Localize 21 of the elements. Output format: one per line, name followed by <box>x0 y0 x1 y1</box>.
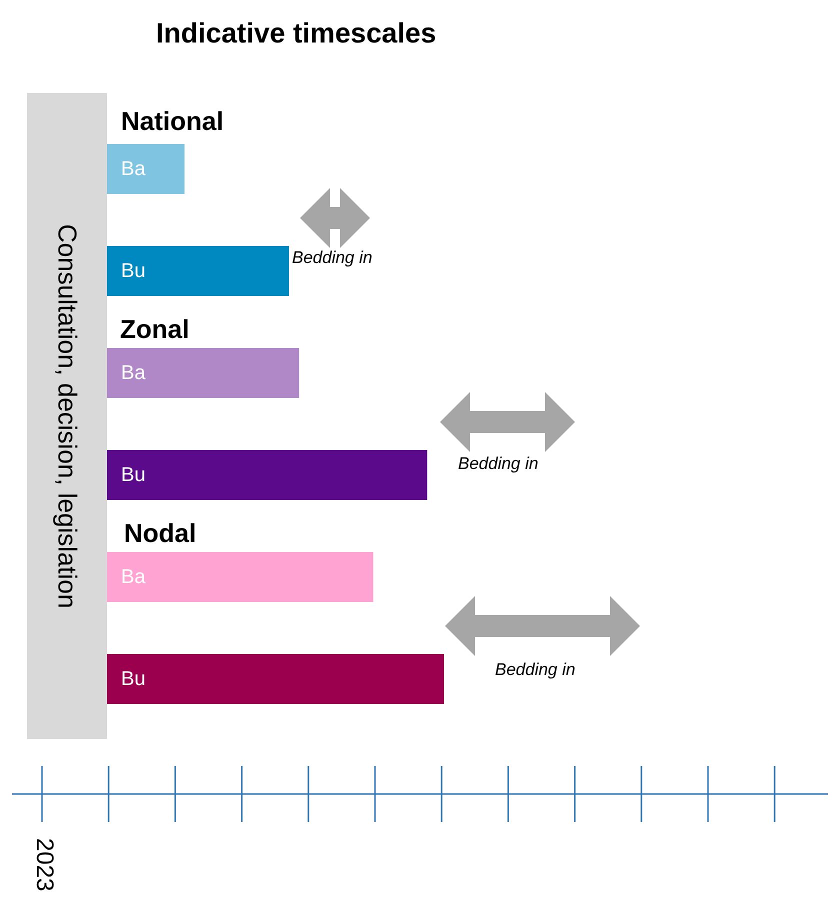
y-tick-label: Ba <box>121 362 146 384</box>
annotation: Zonal <box>120 314 190 345</box>
annotation: National <box>121 106 224 137</box>
y-tick-label: Bu <box>121 260 146 282</box>
bar <box>107 654 444 704</box>
text: Bedding in <box>495 660 576 680</box>
bar <box>107 348 300 398</box>
text: Bedding in <box>458 454 538 474</box>
bar <box>107 552 374 602</box>
bar <box>107 450 428 500</box>
y-tick-label: Ba <box>121 566 146 588</box>
annotation: Nodal <box>124 518 196 549</box>
bar <box>107 246 289 296</box>
y-tick-label: Bu <box>121 668 146 690</box>
bar <box>107 144 185 194</box>
y-tick-label: Ba <box>121 158 146 180</box>
y-tick-label: Bu <box>121 464 146 486</box>
annotation: Bedding in <box>292 248 372 268</box>
text: 2023 <box>30 838 58 892</box>
chart-title: Indicative timescales <box>156 18 436 48</box>
shaded-panel: Consultation, decision, legislation <box>27 93 107 739</box>
